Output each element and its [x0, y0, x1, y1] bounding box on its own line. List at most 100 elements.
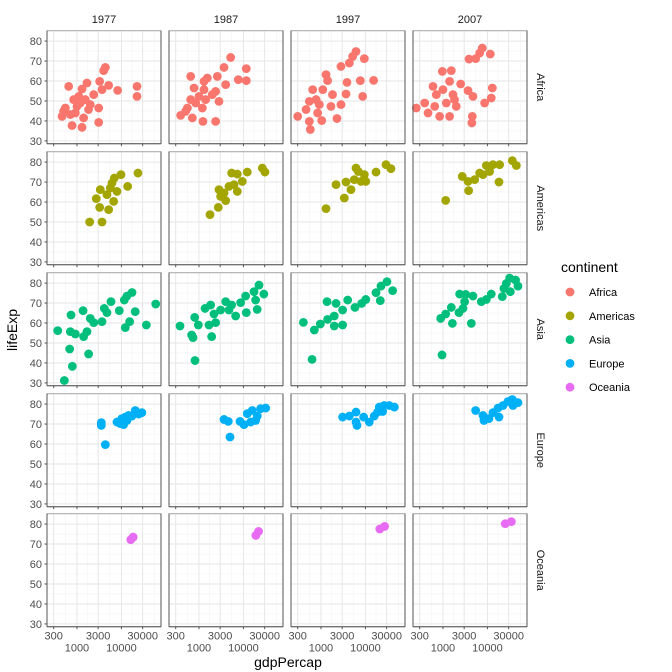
y-tick-label: 40	[30, 479, 42, 491]
data-point	[494, 177, 504, 187]
panel-background	[169, 393, 283, 507]
data-point	[308, 85, 318, 94]
data-point	[237, 177, 247, 186]
y-tick-label: 80	[30, 519, 42, 531]
data-point	[338, 412, 348, 422]
data-point	[199, 77, 209, 86]
data-point	[95, 185, 105, 195]
data-point	[445, 77, 454, 86]
data-point	[207, 90, 217, 99]
legend-label-americas: Americas	[589, 311, 635, 323]
data-point	[67, 121, 77, 130]
data-point	[190, 313, 200, 322]
panel-americas-1997	[290, 151, 406, 268]
data-point	[194, 91, 204, 101]
data-point	[389, 402, 399, 412]
data-point	[187, 113, 197, 123]
y-tick-label: 80	[30, 36, 42, 48]
data-point	[211, 116, 221, 126]
y-tick-label: 30	[30, 619, 42, 631]
panel-background	[291, 272, 405, 386]
data-point	[241, 64, 251, 74]
data-point	[67, 361, 77, 371]
x-tick-label: 300	[45, 631, 63, 643]
data-point	[247, 406, 257, 415]
data-point	[96, 421, 106, 430]
data-point	[70, 329, 80, 339]
data-point	[77, 84, 87, 94]
legend-key-africa	[565, 287, 575, 297]
data-point	[318, 85, 328, 94]
data-point	[199, 85, 209, 94]
data-point	[89, 90, 99, 99]
panel-oceania-2007	[412, 513, 528, 630]
data-point	[113, 85, 123, 95]
data-point	[307, 354, 317, 364]
x-tick-label: 10000	[228, 643, 259, 655]
data-point	[420, 98, 430, 108]
data-point	[97, 317, 107, 327]
data-point	[485, 49, 495, 59]
data-point	[301, 105, 311, 114]
data-point	[126, 535, 136, 545]
y-tick-label: 30	[30, 136, 42, 148]
panel-asia-1987	[168, 272, 284, 389]
data-point	[226, 53, 236, 62]
y-tick-label: 40	[30, 599, 42, 611]
data-point	[105, 183, 115, 193]
data-point	[221, 80, 231, 90]
data-point	[411, 103, 421, 113]
data-point	[480, 98, 490, 108]
data-point	[386, 164, 396, 174]
data-point	[293, 111, 303, 121]
y-tick-label: 80	[30, 399, 42, 411]
data-point	[197, 103, 207, 113]
y-tick-label: 70	[30, 298, 42, 310]
data-point	[94, 103, 104, 113]
panel-background	[413, 393, 527, 507]
data-point	[79, 113, 88, 123]
data-point	[252, 305, 262, 314]
data-point	[346, 185, 356, 195]
data-point	[478, 170, 488, 180]
data-point	[371, 288, 381, 298]
data-point	[446, 303, 456, 312]
data-point	[72, 101, 82, 111]
data-point	[331, 180, 341, 190]
data-point	[189, 83, 199, 93]
data-point	[213, 203, 223, 212]
y-tick-label: 60	[30, 197, 42, 209]
data-point	[464, 186, 474, 196]
data-point	[336, 62, 346, 71]
data-point	[298, 318, 308, 327]
y-tick-label: 60	[30, 559, 42, 571]
data-point	[461, 290, 471, 299]
data-point	[435, 111, 445, 121]
data-point	[375, 296, 385, 306]
legend-key-oceania	[565, 382, 575, 392]
data-point	[511, 161, 521, 170]
data-point	[65, 344, 75, 354]
data-point	[231, 311, 241, 321]
data-point	[497, 292, 507, 302]
data-point	[212, 72, 222, 81]
legend-key-asia	[565, 335, 575, 344]
facet-strip-africa: Africa	[534, 73, 546, 102]
data-point	[342, 78, 352, 87]
data-point	[467, 118, 477, 128]
data-point	[102, 308, 112, 318]
data-point	[488, 160, 498, 170]
data-point	[331, 299, 341, 308]
data-point	[77, 122, 87, 132]
data-point	[249, 287, 259, 297]
data-point	[423, 108, 433, 118]
data-point	[123, 182, 133, 191]
data-point	[130, 307, 140, 317]
x-tick-label: 1000	[65, 643, 89, 655]
panel-oceania-1987	[168, 513, 284, 630]
legend-key-americas	[565, 311, 575, 321]
data-point	[97, 217, 107, 227]
y-tick-label: 40	[30, 116, 42, 128]
data-point	[466, 319, 476, 328]
